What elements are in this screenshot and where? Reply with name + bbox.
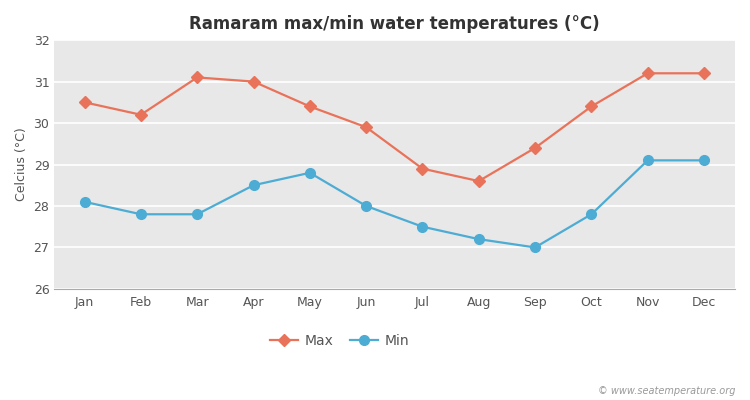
Title: Ramaram max/min water temperatures (°C): Ramaram max/min water temperatures (°C): [189, 15, 599, 33]
Min: [305, 170, 314, 175]
Max: [362, 125, 370, 130]
Min: [700, 158, 709, 163]
Y-axis label: Celcius (°C): Celcius (°C): [15, 128, 28, 201]
Min: [474, 237, 483, 242]
Max: [305, 104, 314, 109]
Min: [249, 183, 258, 188]
Max: [80, 100, 89, 105]
Min: [530, 245, 539, 250]
Max: [530, 146, 539, 150]
Min: [587, 212, 596, 217]
Text: © www.seatemperature.org: © www.seatemperature.org: [598, 386, 735, 396]
Line: Min: Min: [80, 156, 709, 252]
Min: [193, 212, 202, 217]
Max: [136, 112, 146, 117]
Legend: Max, Min: Max, Min: [265, 328, 416, 353]
Min: [418, 224, 427, 229]
Min: [644, 158, 652, 163]
Max: [474, 179, 483, 184]
Max: [700, 71, 709, 76]
Max: [418, 166, 427, 171]
Min: [136, 212, 146, 217]
Line: Max: Max: [80, 69, 708, 185]
Max: [587, 104, 596, 109]
Min: [362, 204, 370, 208]
Max: [193, 75, 202, 80]
Max: [249, 79, 258, 84]
Max: [644, 71, 652, 76]
Min: [80, 200, 89, 204]
